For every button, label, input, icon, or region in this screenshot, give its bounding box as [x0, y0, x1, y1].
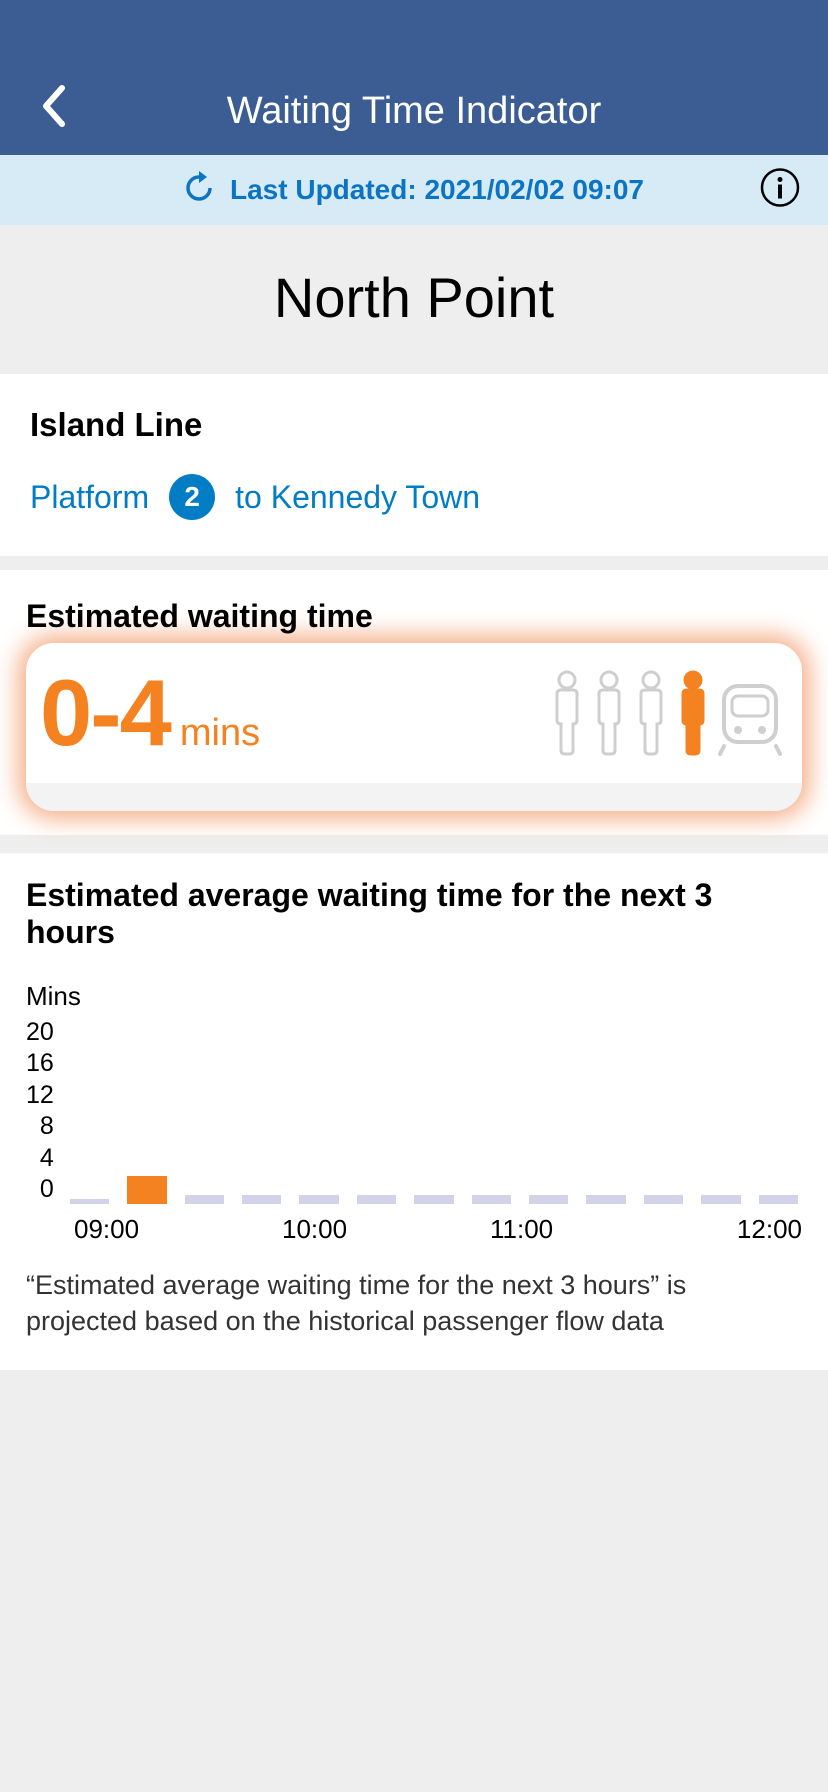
info-button[interactable]: [760, 168, 800, 213]
refresh-icon[interactable]: [184, 171, 214, 210]
chart-area: 2016 128 40: [26, 1018, 802, 1204]
chart-bar: [644, 1195, 683, 1204]
chart-bar: [586, 1195, 625, 1204]
chart-bar: [472, 1195, 511, 1204]
x-tick: 11:00: [490, 1214, 698, 1245]
chart-bar: [242, 1195, 281, 1204]
person-icon: [550, 670, 584, 756]
waiting-time-card: 0-4 mins: [26, 643, 802, 811]
y-tick: 16: [26, 1049, 54, 1078]
platform-row[interactable]: Platform 2 to Kennedy Town: [30, 474, 798, 520]
waiting-time-value-group: 0-4 mins: [40, 659, 260, 767]
waiting-time-value: 0-4: [40, 659, 170, 767]
x-tick: 09:00: [74, 1214, 282, 1245]
y-axis: 2016 128 40: [26, 1018, 66, 1204]
person-icon: [676, 670, 710, 756]
x-axis: 09:0010:0011:0012:00: [26, 1214, 802, 1245]
y-tick: 20: [26, 1018, 54, 1047]
chart-bar: [127, 1176, 166, 1204]
queue-indicator: [550, 670, 782, 756]
chevron-left-icon: [40, 84, 66, 128]
waiting-time-label: Estimated waiting time: [26, 598, 802, 635]
waiting-time-unit: mins: [180, 712, 260, 755]
person-icon: [592, 670, 626, 756]
train-icon: [718, 682, 782, 756]
x-tick: 10:00: [282, 1214, 490, 1245]
chart-bar: [185, 1195, 224, 1204]
line-name: Island Line: [30, 406, 798, 444]
person-icon: [634, 670, 668, 756]
divider: [0, 556, 828, 570]
platform-number-badge: 2: [169, 474, 215, 520]
y-tick: 12: [26, 1081, 54, 1110]
y-tick: 4: [26, 1144, 54, 1173]
chart-bar: [759, 1195, 798, 1204]
platform-label: Platform: [30, 479, 149, 516]
update-bar: Last Updated: 2021/02/02 09:07: [0, 155, 828, 225]
chart-bar: [70, 1199, 109, 1204]
app-header: Waiting Time Indicator: [0, 0, 828, 155]
x-tick: 12:00: [698, 1214, 802, 1245]
forecast-chart-section: Estimated average waiting time for the n…: [0, 853, 828, 1370]
last-updated-text: Last Updated: 2021/02/02 09:07: [230, 174, 644, 206]
chart-plot: [66, 1018, 802, 1204]
chart-bar: [414, 1195, 453, 1204]
y-tick: 0: [26, 1175, 54, 1204]
chart-bar: [529, 1195, 568, 1204]
chart-footnote: “Estimated average waiting time for the …: [26, 1267, 802, 1340]
station-name: North Point: [0, 265, 828, 330]
card-strip: [26, 783, 802, 811]
y-tick: 8: [26, 1112, 54, 1141]
line-info-card: Island Line Platform 2 to Kennedy Town: [0, 374, 828, 556]
chart-bar: [701, 1195, 740, 1204]
chart-bar: [299, 1195, 338, 1204]
page-title: Waiting Time Indicator: [0, 90, 828, 133]
waiting-time-section: Estimated waiting time 0-4 mins: [0, 570, 828, 835]
back-button[interactable]: [40, 84, 66, 133]
chart-title: Estimated average waiting time for the n…: [26, 877, 802, 951]
station-header: North Point: [0, 225, 828, 374]
chart-bar: [357, 1195, 396, 1204]
chart-y-label: Mins: [26, 981, 802, 1012]
destination-text: to Kennedy Town: [235, 479, 480, 516]
